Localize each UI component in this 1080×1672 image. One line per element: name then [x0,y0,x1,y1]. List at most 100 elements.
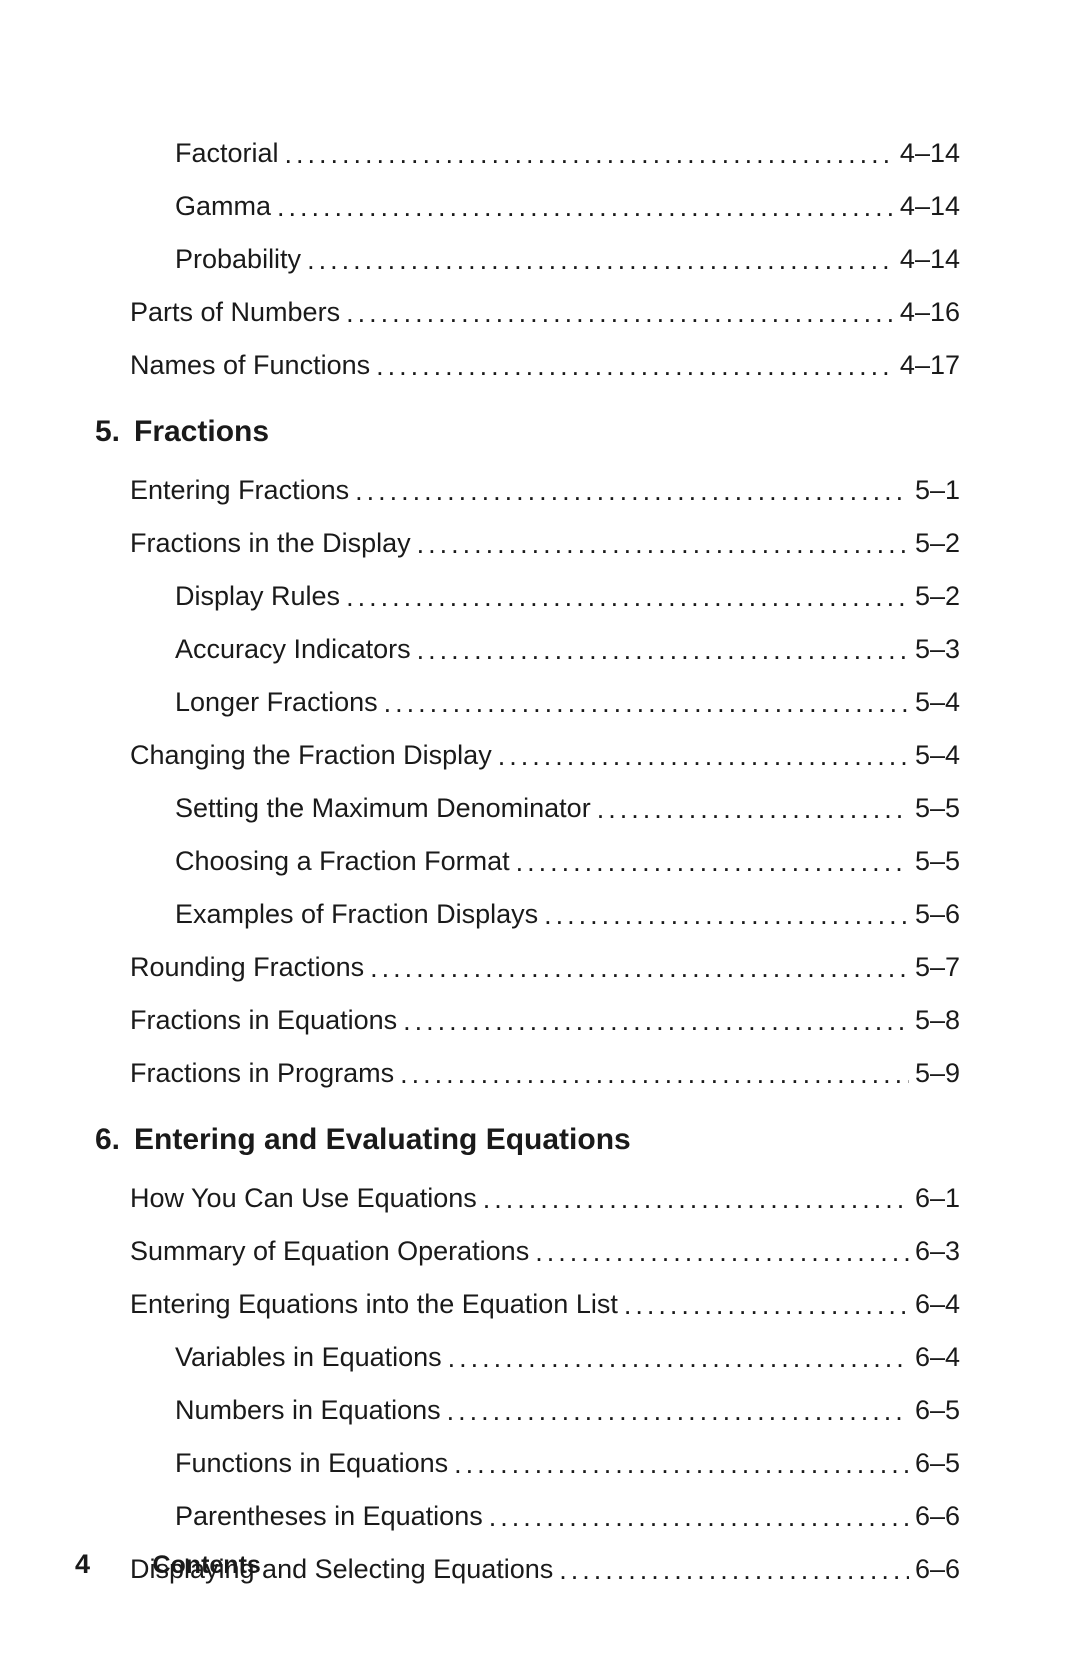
page-footer: 4 Contents [0,1549,1080,1580]
toc-leader-dots [535,1239,909,1266]
toc-leader-dots [384,690,909,717]
toc-entry: Parts of Numbers 4–16 [120,299,960,326]
toc-entry: Choosing a Fraction Format 5–5 [120,848,960,875]
toc-entry: Parentheses in Equations 6–6 [120,1503,960,1530]
toc-entry-title: Parts of Numbers [130,299,340,326]
toc-leader-dots [400,1061,909,1088]
toc-pre-entries: Factorial 4–14 Gamma 4–14 Probability 4–14 Par… [120,140,960,379]
toc-entry-page: 6–6 [915,1503,960,1530]
toc-leader-dots [346,300,894,327]
chapter-heading: 5.Fractions [120,415,960,449]
toc-entry-title: Fractions in Equations [130,1007,397,1034]
toc-entry-page: 5–1 [915,477,960,504]
toc-entry-title: Choosing a Fraction Format [175,848,510,875]
toc-entry-title: Setting the Maximum Denominator [175,795,591,822]
toc-entry: Summary of Equation Operations 6–3 [120,1238,960,1265]
toc-leader-dots [597,796,909,823]
toc-leader-dots [417,637,909,664]
toc-entry-page: 5–9 [915,1060,960,1087]
toc-entry-title: Accuracy Indicators [175,636,411,663]
toc-entry-page: 6–4 [915,1291,960,1318]
toc-entry-page: 5–3 [915,636,960,663]
toc-leader-dots [346,584,909,611]
toc-leader-dots [489,1504,909,1531]
toc-entry: Functions in Equations6–5 [120,1450,960,1477]
toc-page: Factorial 4–14 Gamma 4–14 Probability 4–14 Par… [0,0,1080,1672]
toc-entry: Changing the Fraction Display 5–4 [120,742,960,769]
toc-entry: Rounding Fractions 5–7 [120,954,960,981]
chapter-number: 5. [65,415,134,449]
toc-entry-title: How You Can Use Equations [130,1185,477,1212]
toc-entry-title: Longer Fractions [175,689,378,716]
toc-leader-dots [417,531,909,558]
toc-entry: Longer Fractions 5–4 [120,689,960,716]
toc-entry-page: 4–16 [900,299,960,326]
toc-entry-page: 6–4 [915,1344,960,1371]
toc-entry-title: Variables in Equations [175,1344,442,1371]
toc-entry-title: Entering Equations into the Equation Lis… [130,1291,618,1318]
footer-label: Contents [152,1551,260,1580]
toc-leader-dots [403,1008,909,1035]
toc-entry-title: Probability [175,246,301,273]
toc-entry-title: Changing the Fraction Display [130,742,492,769]
toc-leader-dots [285,141,894,168]
toc-entry-page: 5–2 [915,583,960,610]
toc-leader-dots [447,1398,909,1425]
toc-entry: Factorial 4–14 [120,140,960,167]
toc-entry-page: 4–14 [900,140,960,167]
footer-page-number: 4 [75,1549,90,1580]
toc-entry-page: 5–5 [915,795,960,822]
toc-entry-title: Gamma [175,193,271,220]
chapter-title: Fractions [134,415,269,449]
toc-entry-page: 5–5 [915,848,960,875]
toc-leader-dots [307,247,894,274]
toc-leader-dots [277,194,894,221]
toc-entry-page: 5–8 [915,1007,960,1034]
toc-entry-page: 5–4 [915,689,960,716]
toc-entry-title: Factorial [175,140,279,167]
toc-entry-title: Summary of Equation Operations [130,1238,529,1265]
toc-entry: Display Rules 5–2 [120,583,960,610]
toc-entry-page: 6–3 [915,1238,960,1265]
toc-entry: Probability 4–14 [120,246,960,273]
toc-entry: Fractions in Equations 5–8 [120,1007,960,1034]
toc-entry-title: Display Rules [175,583,340,610]
toc-entry: How You Can Use Equations6–1 [120,1185,960,1212]
toc-entry-page: 5–2 [915,530,960,557]
toc-leader-dots [454,1451,909,1478]
toc-leader-dots [498,743,909,770]
toc-entry: Accuracy Indicators 5–3 [120,636,960,663]
toc-entry-title: Fractions in Programs [130,1060,394,1087]
toc-entry: Numbers in Equations 6–5 [120,1397,960,1424]
toc-leader-dots [624,1292,909,1319]
toc-leader-dots [544,902,909,929]
toc-leader-dots [355,478,909,505]
toc-leader-dots [376,353,894,380]
toc-entry-page: 4–17 [900,352,960,379]
toc-entry: Setting the Maximum Denominator 5–5 [120,795,960,822]
toc-leader-dots [370,955,909,982]
toc-leader-dots [483,1186,909,1213]
toc-entry-title: Fractions in the Display [130,530,411,557]
toc-entry: Fractions in Programs 5–9 [120,1060,960,1087]
toc-entry: Entering Equations into the Equation Lis… [120,1291,960,1318]
chapter-heading: 6.Entering and Evaluating Equations [120,1123,960,1157]
toc-entry: Names of Functions4–17 [120,352,960,379]
chapter-title: Entering and Evaluating Equations [134,1123,631,1157]
toc-entry-title: Rounding Fractions [130,954,364,981]
toc-entry-title: Entering Fractions [130,477,349,504]
toc-entry-title: Parentheses in Equations [175,1503,483,1530]
toc-entry-title: Numbers in Equations [175,1397,441,1424]
toc-entry: Variables in Equations 6–4 [120,1344,960,1371]
toc-entry-page: 5–7 [915,954,960,981]
toc-chapters: 5.Fractions Entering Fractions 5–1 Fraction… [120,415,960,1583]
toc-entry-page: 5–6 [915,901,960,928]
toc-entry: Examples of Fraction Displays5–6 [120,901,960,928]
toc-entry-page: 6–5 [915,1450,960,1477]
toc-entry-page: 6–5 [915,1397,960,1424]
chapter-number: 6. [65,1123,134,1157]
toc-entry-page: 4–14 [900,246,960,273]
toc-entry-page: 4–14 [900,193,960,220]
toc-entry-page: 5–4 [915,742,960,769]
toc-leader-dots [448,1345,909,1372]
